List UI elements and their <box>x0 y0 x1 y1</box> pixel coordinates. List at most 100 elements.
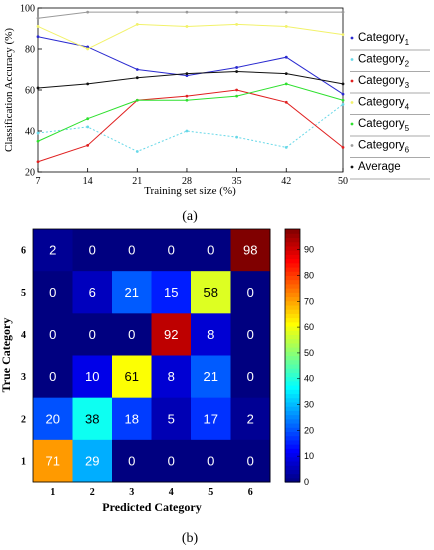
heatmap-cell <box>191 271 231 314</box>
colorbar-segment <box>285 351 300 357</box>
colorbar-segment <box>285 397 300 403</box>
colorbar-segment <box>285 279 300 285</box>
colorbar-segment <box>285 233 300 239</box>
heatmap-cell-value: 2 <box>49 243 56 258</box>
heatmap-cell <box>191 355 231 399</box>
colorbar-segment <box>285 313 300 319</box>
colorbar-segment <box>285 406 300 411</box>
heatmap-xtick-label: 5 <box>208 487 213 498</box>
series-3-point <box>185 94 189 98</box>
heatmap-cell-value: 0 <box>247 453 254 468</box>
series-5-point <box>36 139 40 143</box>
colorbar-segment <box>285 452 300 458</box>
colorbar-segment <box>285 275 300 281</box>
colorbar-segment <box>285 444 300 449</box>
legend-entry-label: Average <box>358 161 401 173</box>
colorbar-segment <box>285 296 300 302</box>
series-4-point <box>341 33 345 37</box>
colorbar-tick-label: 90 <box>304 245 314 255</box>
series-1-point <box>341 92 345 96</box>
series-5-point <box>284 82 288 86</box>
colorbar-tick-label: 80 <box>304 270 314 280</box>
series-3-point <box>341 146 345 149</box>
colorbar-segment <box>285 376 300 382</box>
line-chart-xtick-label: 7 <box>36 176 41 187</box>
colorbar-segment <box>285 456 300 462</box>
series-1-point <box>235 66 239 69</box>
legend-entry-label: Category <box>358 75 405 87</box>
legend-marker <box>350 144 354 147</box>
panel-label-b: (b) <box>182 531 199 546</box>
heatmap-cell <box>33 271 73 314</box>
series-7-point <box>135 76 139 80</box>
colorbar-segment <box>285 448 300 454</box>
colorbar-segment <box>285 229 300 234</box>
colorbar-segment <box>285 422 300 428</box>
heatmap-cell-value: 2 <box>247 411 254 426</box>
heatmap-cell <box>112 355 152 399</box>
series-5-point <box>135 98 139 102</box>
colorbar-tick-label: 70 <box>304 296 314 306</box>
colorbar-tick-label: 10 <box>304 451 314 461</box>
heatmap-colorbar: 0 10 20 30 40 50 60 70 80 90 <box>284 228 314 487</box>
colorbar-tick-label: 30 <box>304 400 314 410</box>
colorbar-segment <box>285 418 300 424</box>
heatmap-cell-value: 61 <box>125 369 139 384</box>
heatmap-cell-value: 0 <box>247 369 254 384</box>
heatmap-ytick-label: 2 <box>21 414 26 425</box>
heatmap-cell <box>230 397 271 441</box>
series-5-point <box>86 117 90 121</box>
heatmap-cell-value: 6 <box>89 285 96 300</box>
colorbar-tick-label: 60 <box>304 322 314 332</box>
heatmap-cell <box>112 271 152 314</box>
heatmap-cell <box>72 355 113 399</box>
legend-marker <box>350 165 354 169</box>
colorbar-segment <box>285 258 300 264</box>
heatmap-cell-value: 0 <box>168 243 175 258</box>
legend-entry-label: Category <box>358 54 405 66</box>
series-7-point <box>185 72 189 75</box>
heatmap-cell <box>33 397 73 441</box>
series-1-point <box>284 55 288 59</box>
legend-entry-subscript: 3 <box>405 81 410 90</box>
series-7-point <box>284 72 288 75</box>
series-2-point <box>235 135 239 139</box>
heatmap-cell <box>230 229 271 272</box>
colorbar-segment <box>285 359 300 365</box>
heatmap-cell-value: 0 <box>49 285 56 300</box>
colorbar-segment <box>285 309 300 314</box>
heatmap-frame <box>32 228 271 483</box>
legend-entry-label: Category <box>358 97 405 109</box>
series-7-point <box>86 82 90 86</box>
heatmap-ytick-label: 3 <box>21 372 26 383</box>
heatmap-cell <box>112 313 152 356</box>
heatmap-cell <box>151 439 192 483</box>
legend-marker <box>350 58 354 61</box>
series-1-point <box>135 68 139 71</box>
series-2-point <box>341 102 345 106</box>
heatmap-cell-value: 21 <box>204 369 218 384</box>
heatmap-cell-value: 8 <box>168 369 175 384</box>
series-7-point <box>341 82 345 86</box>
heatmap-cell-value: 10 <box>85 369 99 384</box>
legend-entry-2: Category2 <box>358 54 410 69</box>
series-2-point <box>135 150 139 153</box>
series-6-point <box>235 10 239 14</box>
heatmap-cell-value: 0 <box>128 453 135 468</box>
line-chart-xtick-label: 14 <box>83 176 93 187</box>
heatmap-cell-value: 17 <box>204 411 218 426</box>
heatmap-cell <box>72 313 113 356</box>
colorbar-segment <box>285 317 300 323</box>
colorbar-segment <box>285 300 300 306</box>
heatmap-cell-value: 29 <box>85 453 99 468</box>
legend-marker <box>350 101 354 104</box>
heatmap-cell-value: 21 <box>125 285 139 300</box>
heatmap-cell-value: 8 <box>207 327 214 342</box>
series-4-point <box>235 23 239 26</box>
heatmap-cell-value: 98 <box>243 243 257 258</box>
colorbar-frame <box>284 228 301 483</box>
legend-entry-3: Category3 <box>358 75 410 90</box>
legend-entry-subscript: 1 <box>405 38 410 47</box>
legend-entry-subscript: 2 <box>405 60 410 69</box>
